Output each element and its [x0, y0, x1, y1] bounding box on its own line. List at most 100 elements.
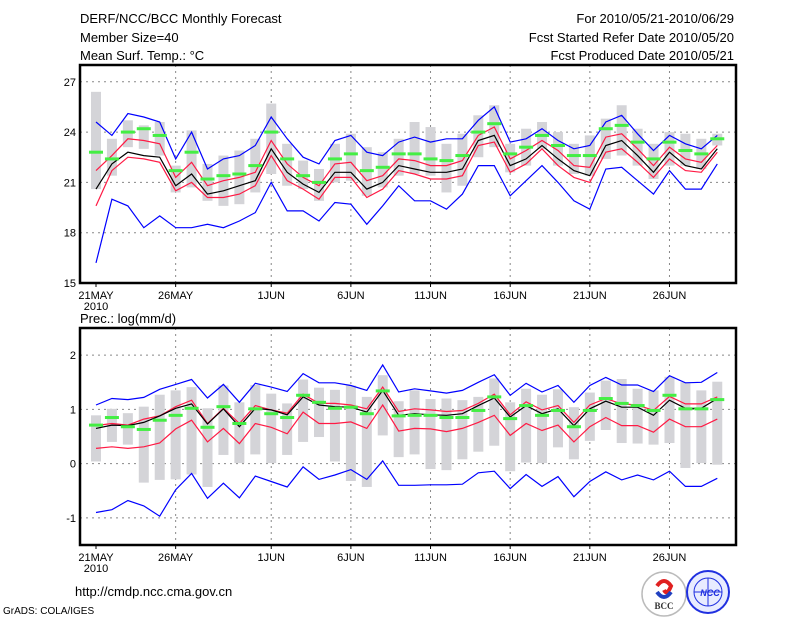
ensemble-box	[664, 132, 675, 166]
median-marker	[391, 152, 406, 156]
median-marker	[710, 137, 725, 141]
median-marker	[423, 413, 438, 417]
ensemble-box	[298, 379, 309, 442]
ensemble-box	[329, 143, 340, 183]
ensemble-box	[425, 127, 436, 176]
median-marker	[375, 389, 390, 393]
ensemble-mean-line	[95, 389, 718, 429]
median-marker	[550, 143, 565, 147]
median-marker	[407, 152, 422, 156]
ensemble-box	[186, 387, 197, 475]
median-marker	[550, 408, 565, 412]
x-tick-label: 21JUN	[573, 290, 607, 302]
median-marker	[232, 172, 247, 176]
x-tick-label: 26MAY	[158, 290, 194, 302]
y-tick-label: 18	[64, 228, 76, 240]
ensemble-box	[314, 387, 325, 438]
figure-title: DERF/NCC/BCC Monthly Forecast	[80, 11, 282, 26]
median-marker	[216, 174, 231, 178]
median-marker	[598, 127, 613, 131]
median-marker	[343, 405, 358, 409]
ensemble-box	[505, 402, 516, 472]
spread-lower-line	[95, 141, 718, 207]
ensemble-box	[154, 122, 165, 156]
x-tick-label: 11JUN	[414, 290, 447, 302]
y-tick-label: 2	[70, 350, 76, 362]
median-marker	[566, 425, 581, 429]
y-tick-label: -1	[66, 513, 76, 525]
ensemble-box	[282, 143, 293, 186]
y-tick-label: 27	[64, 77, 76, 89]
median-marker	[646, 157, 661, 161]
median-marker	[423, 157, 438, 161]
median-marker	[168, 413, 183, 417]
median-marker	[678, 407, 693, 411]
ensemble-box	[218, 385, 229, 455]
x-tick-label: 21MAY	[78, 552, 114, 564]
spread-lower-line	[95, 403, 718, 450]
median-marker	[519, 145, 534, 149]
ensemble-box	[568, 143, 579, 174]
ensemble-box	[234, 402, 245, 464]
ensemble-box	[648, 143, 659, 180]
ensemble-box	[170, 390, 181, 480]
x-tick-label: 1JUN	[257, 290, 285, 302]
x-tick-label: 21JUN	[573, 552, 607, 564]
median-marker	[439, 159, 454, 163]
median-marker	[566, 154, 581, 158]
x-tick-label: 6JUN	[337, 290, 365, 302]
median-marker	[89, 150, 103, 154]
ensemble-box	[441, 143, 452, 193]
median-marker	[359, 169, 374, 173]
median-marker	[391, 414, 406, 418]
ensemble-box	[489, 105, 500, 148]
median-marker	[582, 408, 597, 412]
median-marker	[662, 393, 677, 397]
median-marker	[503, 152, 518, 156]
ensemble-box	[473, 396, 484, 452]
ensemble-box	[122, 413, 133, 445]
x-tick-label: 16JUN	[493, 552, 527, 564]
median-marker	[152, 418, 167, 422]
median-marker	[264, 130, 279, 134]
ncc-logo: NCC	[686, 570, 730, 614]
median-marker	[296, 393, 311, 397]
bcc-logo-text: BCC	[654, 601, 673, 611]
year-label: 2010	[84, 301, 108, 313]
median-marker	[407, 413, 422, 417]
median-marker	[280, 157, 295, 161]
median-marker	[248, 164, 263, 168]
ensemble-box	[186, 130, 197, 188]
ensemble-box	[138, 406, 149, 483]
median-marker	[232, 421, 247, 425]
plot-frame	[78, 326, 738, 547]
bcc-logo: BCC	[641, 571, 687, 617]
median-marker	[487, 395, 502, 399]
median-marker	[312, 180, 327, 184]
precip-panel-title: Prec.: log(mm/d)	[80, 311, 176, 326]
median-marker	[327, 157, 342, 161]
x-tick-label: 11JUN	[414, 552, 447, 564]
median-marker	[375, 165, 390, 169]
ensemble-box	[138, 125, 149, 149]
ensemble-box	[521, 388, 532, 463]
median-marker	[646, 408, 661, 412]
ensemble-box	[552, 389, 563, 448]
ensemble-box	[632, 388, 643, 444]
website-url: http://cmdp.ncc.cma.gov.cn	[75, 584, 232, 599]
median-marker	[184, 150, 199, 154]
ncc-logo-text: NCC	[700, 588, 720, 598]
median-marker	[280, 416, 295, 420]
ensemble-min-line	[95, 459, 718, 518]
median-marker	[296, 174, 311, 178]
median-marker	[327, 406, 342, 410]
ensemble-box	[202, 408, 213, 487]
median-marker	[248, 407, 263, 411]
median-marker	[487, 122, 502, 126]
x-tick-label: 16JUN	[493, 290, 527, 302]
member-size-label: Member Size=40	[80, 30, 179, 45]
grads-credit: GrADS: COLA/IGES	[3, 606, 94, 617]
median-marker	[614, 123, 629, 127]
variable-label: Mean Surf. Temp.: °C	[80, 48, 204, 63]
ensemble-box	[600, 380, 611, 430]
